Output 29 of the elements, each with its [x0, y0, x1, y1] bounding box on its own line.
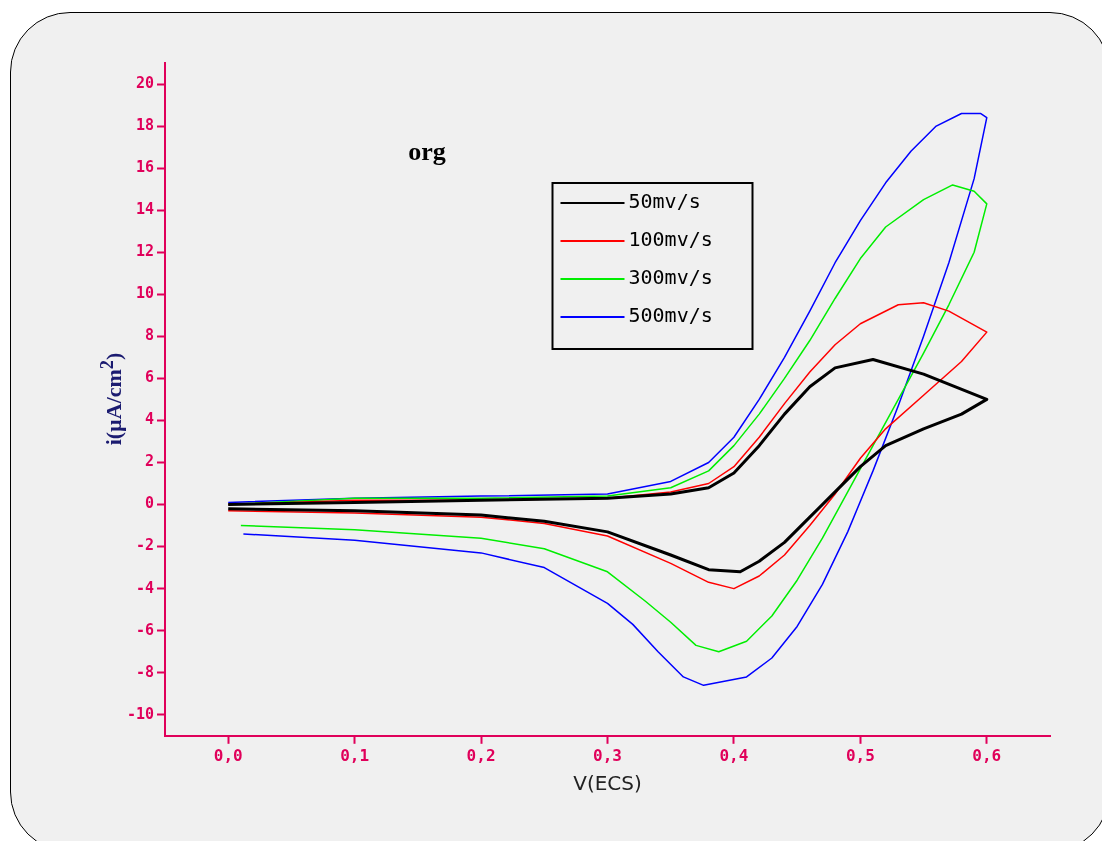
y-tick-label: 10	[135, 284, 154, 303]
y-tick-label: 14	[135, 200, 154, 219]
y-tick-label: -10	[126, 704, 154, 723]
y-tick-label: 16	[135, 158, 154, 177]
x-tick-label: 0,2	[466, 745, 496, 765]
y-tick-label: -8	[135, 662, 154, 681]
y-tick-label: 20	[135, 73, 154, 92]
y-tick-label: 4	[144, 410, 154, 429]
legend-label: 100mv/s	[628, 227, 713, 252]
legend-label: 300mv/s	[628, 265, 713, 290]
y-tick-label: 8	[144, 326, 154, 345]
x-tick-label: 0,5	[845, 745, 875, 765]
x-axis-title: V(ECS)	[573, 771, 642, 796]
x-tick-label: 0,6	[972, 745, 1002, 765]
y-tick-label: -4	[135, 578, 154, 597]
y-tick-label: 6	[144, 368, 154, 387]
x-tick-label: 0,4	[719, 745, 749, 765]
legend-label: 500mv/s	[628, 303, 713, 328]
y-tick-label: 18	[135, 115, 154, 134]
x-tick-label: 0,1	[340, 745, 370, 765]
annotation: org	[408, 136, 446, 166]
y-tick-label: 2	[144, 452, 154, 471]
y-tick-label: -2	[135, 536, 154, 555]
y-tick-label: -6	[135, 620, 154, 639]
x-tick-label: 0,3	[593, 745, 622, 765]
y-tick-label: 12	[135, 242, 154, 261]
y-tick-label: 0	[144, 494, 154, 513]
x-tick-label: 0,0	[213, 745, 243, 765]
legend-label: 50mv/s	[628, 189, 701, 214]
